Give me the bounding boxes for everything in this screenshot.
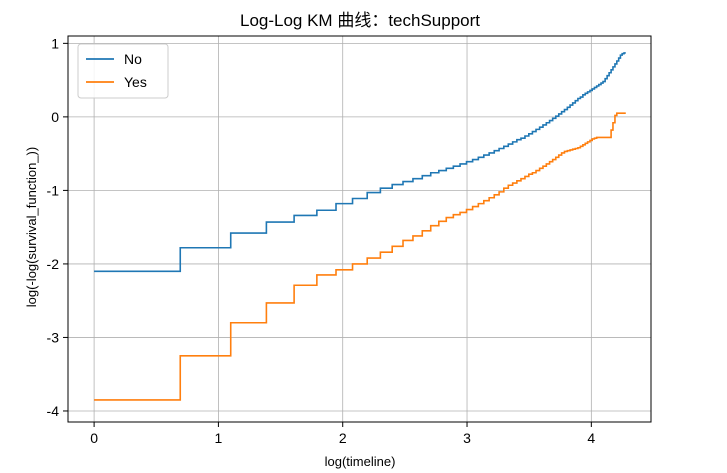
- x-tick-label: 2: [339, 430, 347, 446]
- x-axis-label: log(timeline): [325, 454, 396, 469]
- y-tick-label: -1: [47, 182, 60, 198]
- legend: No Yes: [77, 43, 169, 99]
- x-tick-label: 1: [215, 430, 223, 446]
- legend-label-yes: Yes: [124, 74, 147, 90]
- y-tick-label: 1: [51, 35, 59, 51]
- y-tick-label: 0: [51, 109, 59, 125]
- series-line-no: [94, 52, 626, 273]
- x-tick-label: 4: [587, 430, 595, 446]
- y-tick-label: -4: [47, 403, 60, 419]
- plot-frame: [67, 35, 652, 423]
- legend-label-no: No: [124, 51, 142, 67]
- x-tick-label: 3: [463, 430, 471, 446]
- series-layer: [94, 52, 626, 401]
- legend-box: [77, 43, 169, 99]
- x-tick-label: 0: [90, 430, 98, 446]
- y-axis-label: log(-log(survival_function_)): [24, 147, 39, 307]
- series-line-yes: [94, 112, 626, 401]
- y-axis-ticks: -4 -3 -2 -1 0 1: [47, 35, 68, 419]
- y-tick-label: -3: [47, 329, 60, 345]
- chart-title: Log-Log KM 曲线：techSupport: [240, 11, 480, 30]
- x-axis-ticks: 0 1 2 3 4: [90, 422, 595, 446]
- grid-lines: [68, 36, 651, 422]
- y-tick-label: -2: [47, 256, 60, 272]
